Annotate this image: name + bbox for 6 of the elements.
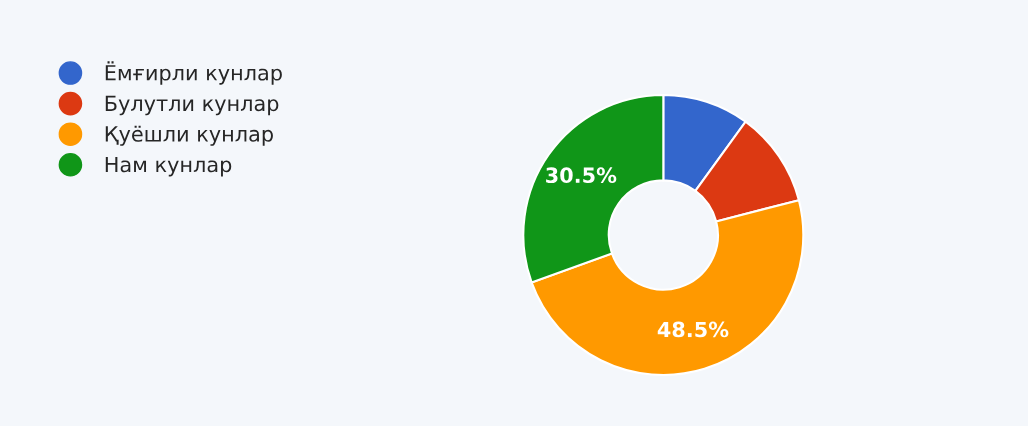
legend-label: Ёмғирли кунлар: [105, 61, 282, 85]
data-label: 48.5%: [657, 321, 729, 338]
legend-label: Булутли кунлар: [105, 95, 279, 116]
legend-label: Қуёшли кунлар: [105, 125, 273, 146]
legend-label: Нам кунлар: [105, 156, 232, 177]
data-label: 30.5%: [546, 167, 617, 184]
